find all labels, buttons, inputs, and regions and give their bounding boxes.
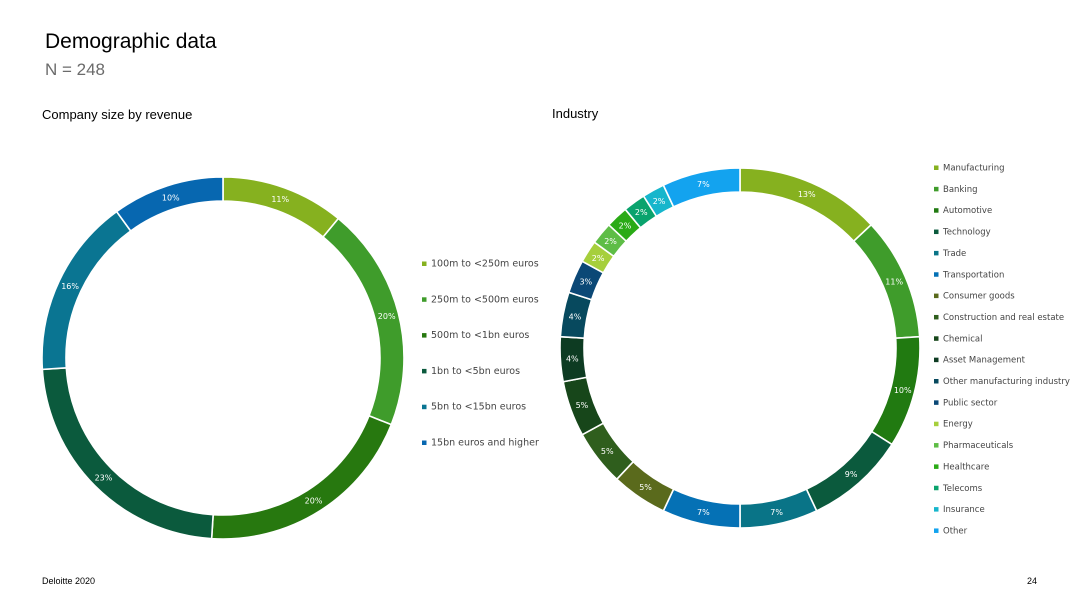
legend-item-banking: Banking <box>943 185 978 195</box>
slice-250m-to-500m-euros <box>321 217 405 426</box>
legend-swatch-technology <box>934 229 939 235</box>
legend-swatch-15bn-euros-and-higher <box>422 440 427 445</box>
slice-15bn-euros-and-higher <box>115 176 224 233</box>
slice-label-other-manufacturing-industry: 4% <box>569 313 582 322</box>
slice-label-15bn-euros-and-higher: 10% <box>162 193 180 202</box>
chart-title-industry: Industry <box>552 106 599 121</box>
legend-swatch-chemical <box>934 336 939 341</box>
slice-label-healthcare: 2% <box>619 222 632 231</box>
slice-label-other: 7% <box>697 180 710 189</box>
legend-item-technology: Technology <box>942 228 991 238</box>
slice-label-public-sector: 3% <box>579 277 592 286</box>
legend-swatch-500m-to-1bn-euros <box>422 333 427 338</box>
legend-item-energy: Energy <box>943 420 973 430</box>
legend-item-pharmaceuticals: Pharmaceuticals <box>943 441 1014 451</box>
legend-item-transportation: Transportation <box>942 270 1004 280</box>
slice-other <box>662 167 741 208</box>
legend-item-5bn-to-15bn-euros: 5bn to <15bn euros <box>431 402 526 413</box>
legend-item-1bn-to-5bn-euros: 1bn to <5bn euros <box>431 366 520 377</box>
slice-label-1bn-to-5bn-euros: 23% <box>95 474 113 483</box>
legend-swatch-1bn-to-5bn-euros <box>422 368 427 374</box>
slice-label-technology: 9% <box>845 470 858 479</box>
slice-label-500m-to-1bn-euros: 20% <box>305 497 323 506</box>
legend-swatch-5bn-to-15bn-euros <box>422 404 427 410</box>
slice-label-construction-and-real-estate: 5% <box>601 447 614 456</box>
legend-item-manufacturing: Manufacturing <box>943 164 1005 174</box>
legend-swatch-automotive <box>934 208 939 213</box>
slice-label-5bn-to-15bn-euros: 16% <box>61 282 79 291</box>
legend-swatch-healthcare <box>934 464 939 469</box>
legend-item-automotive: Automotive <box>943 206 992 216</box>
legend-item-other-manufacturing-industry: Other manufacturing industry <box>943 377 1070 387</box>
legend-item-insurance: Insurance <box>943 505 985 515</box>
chart-title-company-size: Company size by revenue <box>42 107 193 122</box>
legend-item-100m-to-250m-euros: 100m to <250m euros <box>431 259 539 270</box>
slice-label-trade: 7% <box>770 508 783 517</box>
legend-swatch-telecoms <box>934 485 939 491</box>
legend-item-15bn-euros-and-higher: 15bn euros and higher <box>431 438 539 449</box>
slice-label-100m-to-250m-euros: 11% <box>271 195 289 204</box>
legend-item-other: Other <box>943 526 968 536</box>
legend-item-asset-management: Asset Management <box>943 356 1026 366</box>
slice-5bn-to-15bn-euros <box>41 210 132 371</box>
sample-size: N = 248 <box>45 60 106 79</box>
page-title: Demographic data <box>45 30 217 53</box>
slice-label-pharmaceuticals: 2% <box>604 237 617 246</box>
slice-500m-to-1bn-euros <box>210 414 393 540</box>
legend-item-healthcare: Healthcare <box>943 462 989 472</box>
legend-item-250m-to-500m-euros: 250m to <500m euros <box>431 294 539 305</box>
legend-swatch-250m-to-500m-euros <box>422 297 427 302</box>
slice-label-asset-management: 4% <box>566 355 579 364</box>
legend-item-public-sector: Public sector <box>943 398 998 408</box>
legend-item-consumer-goods: Consumer goods <box>943 292 1015 302</box>
legend-swatch-public-sector <box>934 400 939 405</box>
slice-label-telecoms: 2% <box>635 208 648 217</box>
legend-item-500m-to-1bn-euros: 500m to <1bn euros <box>431 330 529 341</box>
slice-label-automotive: 10% <box>894 386 912 395</box>
footer-brand: Deloitte 2020 <box>42 576 96 586</box>
legend-item-construction-and-real-estate: Construction and real estate <box>943 313 1064 323</box>
legend-swatch-100m-to-250m-euros <box>422 261 427 266</box>
slice-label-250m-to-500m-euros: 20% <box>378 312 396 321</box>
slice-label-energy: 2% <box>592 254 605 263</box>
legend-swatch-manufacturing <box>934 165 939 170</box>
slice-label-insurance: 2% <box>653 197 666 206</box>
page-number: 24 <box>1027 576 1038 586</box>
legend-swatch-asset-management <box>934 357 939 363</box>
slice-label-consumer-goods: 5% <box>639 483 652 492</box>
slice-label-banking: 11% <box>885 277 903 286</box>
slice-label-chemical: 5% <box>576 401 589 410</box>
legend-swatch-insurance <box>934 507 939 512</box>
slice-label-manufacturing: 13% <box>798 190 816 199</box>
legend-swatch-other <box>934 528 939 533</box>
slice-label-transportation: 7% <box>697 508 710 517</box>
legend-item-trade: Trade <box>942 249 966 259</box>
legend-item-telecoms: Telecoms <box>942 484 983 494</box>
legend-swatch-construction-and-real-estate <box>934 314 939 320</box>
legend-item-chemical: Chemical <box>943 334 982 344</box>
legend-swatch-pharmaceuticals <box>934 443 939 448</box>
slice-100m-to-250m-euros <box>222 176 340 239</box>
legend-swatch-other-manufacturing-industry <box>934 379 939 384</box>
legend-swatch-consumer-goods <box>934 293 939 299</box>
slice-manufacturing <box>739 167 873 243</box>
slice-1bn-to-5bn-euros <box>41 367 214 540</box>
legend-swatch-trade <box>934 250 939 256</box>
legend-swatch-energy <box>934 421 939 427</box>
legend-swatch-transportation <box>934 272 939 277</box>
legend-swatch-banking <box>934 186 939 192</box>
